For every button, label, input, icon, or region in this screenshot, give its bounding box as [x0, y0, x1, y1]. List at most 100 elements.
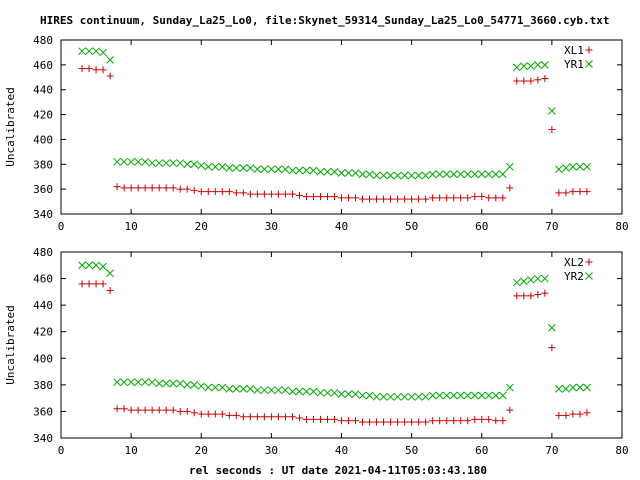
- point-0-1-70-d2: [569, 162, 577, 171]
- point-0-1-29-d2: [281, 165, 290, 174]
- point-1-0-8: [134, 406, 142, 414]
- point-1-1-20-d2: [218, 383, 227, 392]
- point-0-1-37: [337, 169, 346, 177]
- point-0-0-47: [408, 195, 416, 203]
- point-0-1-28-d2: [274, 165, 283, 174]
- point-0-1-14-d2: [176, 159, 185, 167]
- point-0-1-45-d2: [393, 171, 402, 180]
- point-0-1-59: [491, 170, 500, 179]
- point-0-1-7-d2: [127, 157, 135, 166]
- x-axis-label: rel seconds : UT date 2021-04-11T05:03:4…: [189, 464, 487, 477]
- point-1-1-44: [386, 392, 395, 401]
- point-1-0-35: [323, 415, 331, 423]
- point-0-1-20-d2: [218, 162, 227, 171]
- y-axis-label-1: Uncalibrated: [4, 305, 17, 384]
- point-1-0-62: [513, 292, 521, 300]
- point-1-1-61-d2: [505, 383, 514, 392]
- point-0-1-34: [316, 167, 325, 176]
- point-1-1-12-d2: [162, 379, 171, 388]
- point-0-0-35: [323, 193, 331, 201]
- point-1-0-38: [345, 417, 353, 425]
- point-0-0-22: [232, 189, 240, 197]
- point-1-0-13: [169, 406, 177, 414]
- point-1-1-12: [162, 379, 171, 388]
- point-1-0-53: [450, 417, 458, 425]
- point-1-0-5: [113, 405, 121, 413]
- point-1-0-70: [569, 410, 577, 418]
- point-0-0-31: [295, 191, 303, 199]
- point-0-1-41-d2: [365, 170, 374, 179]
- point-0-1-42: [372, 171, 381, 180]
- point-1-0-23: [239, 413, 247, 421]
- point-1-1-15-d2: [183, 381, 192, 389]
- point-0-0-17: [197, 188, 205, 196]
- point-1-1-60-d2: [498, 391, 507, 400]
- point-1-0-20: [218, 410, 226, 418]
- point-1-0-51: [436, 417, 444, 425]
- legend-marker-0-1-d2: [585, 60, 593, 68]
- point-0-0-37: [338, 194, 345, 202]
- point-0-1-71-d2: [576, 162, 584, 171]
- point-1-1-23: [239, 384, 248, 393]
- point-0-1-23-d2: [239, 164, 248, 172]
- point-1-0-1: [85, 280, 93, 288]
- point-0-1-0-d2: [78, 47, 86, 56]
- point-0-0-21: [225, 188, 233, 196]
- y-tick-label-1-7: 480: [33, 246, 53, 259]
- point-0-1-8-d2: [134, 157, 142, 166]
- point-1-1-42: [372, 392, 381, 401]
- x-tick-label-0-6: 60: [475, 220, 488, 233]
- point-1-1-2-d2: [92, 261, 100, 270]
- point-0-1-19-d2: [211, 162, 220, 171]
- point-0-1-42-d2: [372, 171, 381, 180]
- point-1-0-25: [253, 413, 261, 421]
- point-1-1-68: [555, 384, 563, 393]
- point-1-1-65-d2: [533, 274, 542, 283]
- point-0-1-13: [169, 159, 178, 167]
- point-1-0-33: [309, 415, 317, 423]
- point-1-0-68: [555, 411, 563, 419]
- point-0-1-11: [155, 159, 164, 167]
- point-1-1-24: [246, 384, 255, 393]
- point-1-0-63: [520, 292, 528, 300]
- point-0-1-47-d2: [407, 171, 416, 180]
- point-0-1-61: [505, 162, 514, 171]
- y-tick-label-1-5: 440: [33, 299, 53, 312]
- legend-label-1-0: XL2: [564, 256, 584, 269]
- point-1-1-71-d2: [576, 383, 584, 392]
- point-1-1-69: [562, 384, 570, 393]
- point-1-1-3: [99, 262, 107, 271]
- point-0-1-65: [533, 61, 542, 69]
- point-0-0-27: [267, 190, 275, 198]
- point-1-0-2: [92, 280, 100, 288]
- point-1-1-26-d2: [260, 386, 269, 395]
- point-0-1-54-d2: [456, 170, 465, 179]
- point-0-1-39: [351, 169, 360, 177]
- point-1-1-17: [197, 382, 206, 391]
- point-1-1-5-d2: [113, 378, 121, 387]
- point-1-1-38: [344, 390, 353, 399]
- point-0-1-35-d2: [323, 167, 332, 176]
- point-0-0-3: [99, 66, 107, 74]
- point-1-0-0: [78, 280, 86, 288]
- point-0-1-6: [120, 157, 128, 166]
- point-0-1-51: [435, 170, 444, 179]
- point-0-0-6: [120, 184, 128, 192]
- point-1-1-21: [225, 384, 234, 393]
- point-1-1-58-d2: [484, 391, 493, 400]
- y-tick-label-1-2: 380: [33, 379, 53, 392]
- point-0-1-18: [204, 162, 213, 171]
- point-1-1-25: [253, 386, 262, 395]
- point-1-1-16: [190, 381, 199, 389]
- point-0-1-7: [127, 157, 135, 166]
- point-0-1-2: [92, 47, 100, 56]
- point-1-1-41-d2: [365, 391, 374, 400]
- point-0-1-45: [393, 171, 402, 180]
- point-0-1-70: [569, 162, 577, 171]
- point-0-0-23: [239, 189, 247, 197]
- point-0-0-2: [92, 66, 100, 74]
- point-1-0-34: [316, 415, 324, 423]
- point-1-1-33-d2: [309, 387, 318, 396]
- point-0-1-27: [267, 165, 276, 174]
- point-0-1-24-d2: [246, 164, 255, 172]
